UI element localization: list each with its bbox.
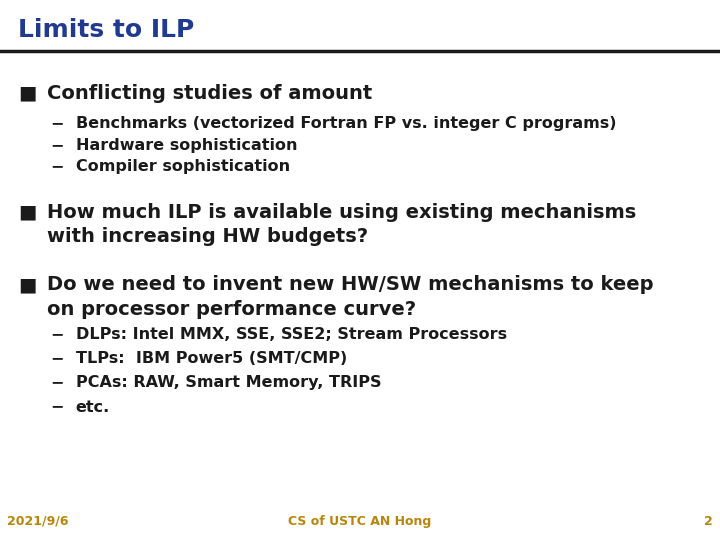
Text: Conflicting studies of amount: Conflicting studies of amount — [47, 84, 372, 103]
Text: ■: ■ — [18, 202, 37, 221]
Text: −: − — [50, 138, 64, 153]
Text: −: − — [50, 400, 64, 415]
Text: −: − — [50, 327, 64, 342]
Text: How much ILP is available using existing mechanisms
with increasing HW budgets?: How much ILP is available using existing… — [47, 202, 636, 246]
Text: PCAs: RAW, Smart Memory, TRIPS: PCAs: RAW, Smart Memory, TRIPS — [76, 375, 381, 390]
Text: ■: ■ — [18, 275, 37, 294]
Text: Compiler sophistication: Compiler sophistication — [76, 159, 289, 174]
Text: CS of USTC AN Hong: CS of USTC AN Hong — [289, 515, 431, 528]
Text: Hardware sophistication: Hardware sophistication — [76, 138, 297, 153]
Text: 2: 2 — [704, 515, 713, 528]
Text: ■: ■ — [18, 84, 37, 103]
Text: −: − — [50, 351, 64, 366]
Text: −: − — [50, 375, 64, 390]
Text: 2021/9/6: 2021/9/6 — [7, 515, 68, 528]
Text: Limits to ILP: Limits to ILP — [18, 18, 194, 42]
Text: −: − — [50, 159, 64, 174]
Text: Do we need to invent new HW/SW mechanisms to keep
on processor performance curve: Do we need to invent new HW/SW mechanism… — [47, 275, 653, 319]
Text: etc.: etc. — [76, 400, 110, 415]
Text: DLPs: Intel MMX, SSE, SSE2; Stream Processors: DLPs: Intel MMX, SSE, SSE2; Stream Proce… — [76, 327, 507, 342]
Text: Benchmarks (vectorized Fortran FP vs. integer C programs): Benchmarks (vectorized Fortran FP vs. in… — [76, 116, 616, 131]
Text: −: − — [50, 116, 64, 131]
Text: TLPs:  IBM Power5 (SMT/CMP): TLPs: IBM Power5 (SMT/CMP) — [76, 351, 347, 366]
